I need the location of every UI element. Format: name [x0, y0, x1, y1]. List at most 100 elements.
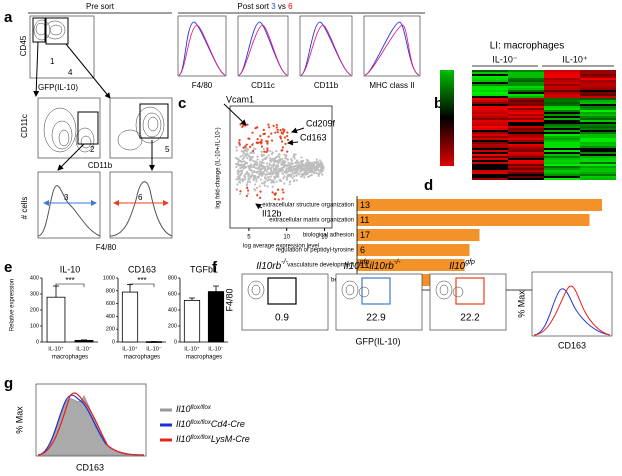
point: [286, 158, 289, 161]
heatmap-cell: [544, 160, 580, 162]
point: [284, 142, 287, 145]
count-label: 17: [360, 230, 370, 240]
point: [238, 176, 241, 179]
point: [293, 175, 296, 178]
annotation: Cd163: [300, 132, 327, 142]
point: [239, 164, 243, 167]
heatmap-cell: [472, 118, 508, 120]
y-tick-label: 200: [106, 327, 115, 333]
y-tick-label: 200: [168, 323, 177, 329]
point: [290, 173, 293, 176]
heatmap-cell: [508, 128, 544, 130]
heatmap-cell: [508, 90, 544, 92]
point: [285, 170, 288, 173]
heatmap-cell: [508, 150, 544, 152]
gate: [267, 277, 297, 305]
heatmap-cell: [472, 158, 508, 160]
point: [264, 169, 267, 172]
heatmap-cell: [472, 148, 508, 150]
point: [272, 167, 275, 171]
point: [310, 173, 313, 177]
point: [269, 150, 272, 153]
heatmap-cell: [544, 124, 580, 126]
axis-label: log fold-change (IL-10+/IL-10-): [216, 127, 222, 208]
heatmap-cell: [580, 72, 616, 74]
point: [239, 192, 242, 196]
gate-number: 3: [64, 193, 69, 202]
point: [237, 164, 240, 167]
heatmap-cell: [544, 154, 580, 156]
point: [248, 172, 251, 176]
point: [282, 165, 285, 169]
heatmap-cell: [472, 104, 508, 106]
point: [275, 123, 278, 127]
point: [286, 164, 289, 168]
point: [262, 128, 265, 132]
legend-label: Il10flox/floxLysM-Cre: [176, 434, 250, 444]
point: [296, 168, 300, 172]
heatmap-cell: [508, 152, 544, 154]
point: [273, 159, 276, 162]
group-label: macrophages: [124, 355, 160, 361]
point: [260, 164, 263, 168]
group-label: macrophages: [186, 355, 222, 361]
title-part: il10rb: [369, 261, 394, 272]
point: [262, 147, 265, 151]
heatmap-cell: [472, 114, 508, 116]
header-text: vs: [278, 2, 286, 11]
point: [262, 171, 265, 174]
point: [247, 154, 250, 157]
point: [246, 192, 250, 195]
point: [270, 164, 273, 167]
point: [308, 166, 312, 169]
point: [245, 154, 248, 157]
point: [246, 189, 250, 192]
point: [234, 156, 238, 160]
point: [263, 180, 267, 184]
legend-label: Il10flox/flox: [176, 404, 212, 414]
label-sup: flox/flox: [191, 435, 212, 441]
point: [259, 134, 262, 138]
heatmap-cell: [508, 162, 544, 164]
heatmap-cell: [580, 88, 616, 90]
annotation-arrow: [255, 203, 263, 210]
heatmap-cell: [580, 116, 616, 118]
point: [285, 168, 288, 171]
header: Pre sort: [86, 2, 115, 11]
y-tick-label: 800: [168, 275, 177, 281]
point: [276, 131, 279, 134]
heatmap-cell: [508, 96, 544, 98]
point: [248, 164, 252, 167]
point: [283, 136, 287, 139]
count-label: 6: [360, 245, 365, 255]
point: [292, 155, 295, 158]
heatmap-cell: [580, 138, 616, 140]
point: [275, 149, 278, 153]
point: [300, 169, 303, 173]
axis-label: CD11c: [20, 114, 29, 138]
point: [252, 165, 256, 169]
annotation-arrow: [223, 103, 247, 126]
heatmap-cell: [508, 126, 544, 128]
label-part: Il10: [176, 419, 191, 429]
point: [237, 169, 240, 172]
point: [313, 165, 316, 168]
point: [240, 172, 243, 175]
heatmap-cell: [508, 144, 544, 146]
point: [307, 165, 310, 168]
heatmap-cell: [544, 92, 580, 94]
heatmap-title: LI: macrophages: [490, 41, 565, 52]
flow-plot: [29, 15, 95, 79]
heatmap-cell: [544, 86, 580, 88]
point: [260, 174, 264, 177]
point: [276, 188, 280, 191]
point: [259, 196, 262, 199]
heatmap-cell: [508, 88, 544, 90]
heatmap-cell: [472, 160, 508, 162]
point: [238, 141, 241, 144]
heatmap-cell: [544, 82, 580, 84]
point: [260, 141, 263, 144]
heatmap-cell: [544, 158, 580, 160]
heatmap-cell: [508, 72, 544, 74]
